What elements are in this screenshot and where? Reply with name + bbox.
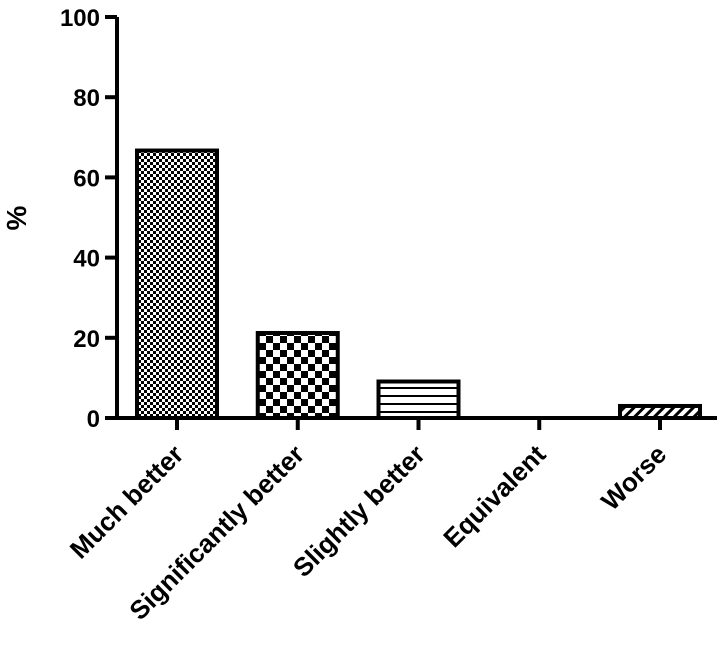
bars [135, 148, 702, 421]
y-tick-label: 100 [60, 5, 100, 32]
y-tick-label: 60 [73, 165, 100, 192]
bar [376, 379, 461, 421]
y-tick-label: 40 [73, 246, 100, 273]
y-tick-label: 20 [73, 326, 100, 353]
y-axis: 0 20 40 60 80 100 [60, 5, 119, 433]
x-category-label: Equivalent [437, 439, 551, 553]
y-tick-label: 80 [73, 85, 100, 112]
x-category-label: Much better [64, 439, 189, 564]
y-tick-label: 0 [87, 406, 100, 433]
y-axis-title: % [1, 205, 32, 230]
x-category-label: Worse [595, 439, 672, 516]
bar [135, 148, 219, 421]
bar [618, 403, 702, 421]
bar [255, 330, 340, 421]
